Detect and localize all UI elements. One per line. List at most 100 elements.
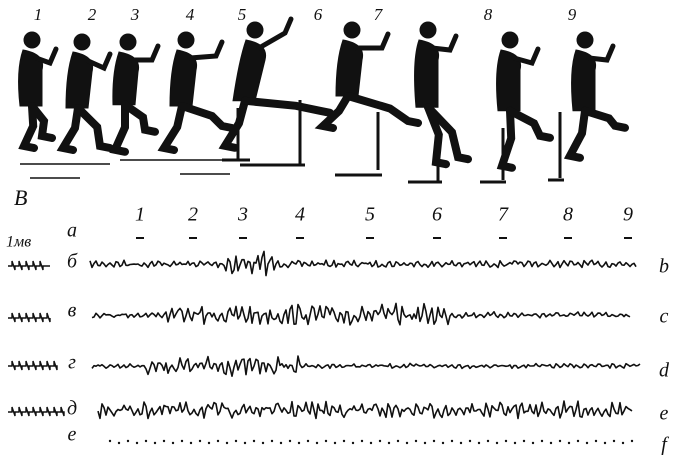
time-dot bbox=[325, 440, 327, 442]
time-dot bbox=[586, 442, 588, 444]
athlete bbox=[63, 34, 110, 150]
emg-traces bbox=[90, 251, 640, 444]
trace-number: 6 bbox=[432, 204, 442, 226]
time-dot bbox=[118, 442, 120, 444]
time-dot bbox=[451, 440, 453, 442]
time-dot bbox=[541, 440, 543, 442]
athlete-silhouettes bbox=[19, 19, 625, 168]
figure-number: 9 bbox=[568, 5, 577, 24]
trace-number: 8 bbox=[563, 204, 573, 226]
calibration bbox=[8, 313, 50, 322]
figure-number: 2 bbox=[88, 5, 97, 24]
row-label: в bbox=[68, 300, 77, 322]
time-dot bbox=[415, 440, 417, 442]
arm bbox=[36, 49, 56, 63]
athlete bbox=[19, 32, 56, 148]
athlete bbox=[570, 32, 625, 158]
time-dot bbox=[127, 440, 129, 442]
time-dot bbox=[334, 442, 336, 444]
time-dot bbox=[145, 440, 147, 442]
figure-number: 7 bbox=[374, 5, 384, 24]
figure: В 1мв 123456789123456789абвгдеbcdef bbox=[0, 0, 682, 466]
time-dot bbox=[433, 440, 435, 442]
time-dot bbox=[343, 440, 345, 442]
trace-number: 1 bbox=[135, 204, 145, 226]
time-dot bbox=[262, 442, 264, 444]
head bbox=[577, 32, 593, 48]
time-dot bbox=[361, 440, 363, 442]
time-dot bbox=[208, 442, 210, 444]
head bbox=[24, 32, 40, 48]
figure-number: 3 bbox=[130, 5, 140, 24]
arm bbox=[356, 34, 388, 48]
arm bbox=[259, 19, 291, 48]
time-dot bbox=[397, 440, 399, 442]
arm bbox=[514, 49, 538, 63]
athlete bbox=[164, 32, 232, 150]
leg bbox=[63, 108, 78, 150]
time-dot bbox=[298, 442, 300, 444]
time-dot bbox=[568, 442, 570, 444]
leg bbox=[348, 96, 418, 123]
right-label: d bbox=[659, 360, 670, 382]
right-label: f bbox=[661, 434, 669, 456]
row-label: г bbox=[68, 352, 76, 374]
time-dot bbox=[271, 440, 273, 442]
trace-number: 3 bbox=[237, 204, 248, 226]
row-label: б bbox=[67, 251, 78, 273]
right-label: c bbox=[660, 306, 669, 328]
time-dot bbox=[487, 440, 489, 442]
time-dot bbox=[370, 442, 372, 444]
time-dot bbox=[244, 442, 246, 444]
head bbox=[502, 32, 518, 48]
time-dot bbox=[460, 442, 462, 444]
time-dot bbox=[172, 442, 174, 444]
time-dot bbox=[406, 442, 408, 444]
time-dot bbox=[523, 440, 525, 442]
head bbox=[74, 34, 90, 50]
head bbox=[178, 32, 194, 48]
time-dot bbox=[604, 442, 606, 444]
time-dot bbox=[217, 440, 219, 442]
time-dot bbox=[352, 442, 354, 444]
head bbox=[247, 22, 263, 38]
time-dot bbox=[613, 440, 615, 442]
leg bbox=[245, 101, 330, 113]
right-label: e bbox=[660, 403, 669, 425]
head bbox=[344, 22, 360, 38]
time-dot bbox=[226, 442, 228, 444]
time-dot bbox=[307, 440, 309, 442]
time-dot bbox=[514, 442, 516, 444]
time-dot bbox=[532, 442, 534, 444]
time-dot bbox=[478, 442, 480, 444]
time-dot bbox=[289, 440, 291, 442]
calibration bbox=[8, 261, 50, 270]
trace-number: 2 bbox=[188, 204, 198, 226]
figure-number: 8 bbox=[484, 5, 493, 24]
trace-number: 5 bbox=[365, 204, 375, 226]
time-dot bbox=[154, 442, 156, 444]
arm bbox=[190, 42, 222, 58]
calibration bbox=[8, 407, 64, 416]
athlete bbox=[323, 22, 418, 128]
emg-trace bbox=[92, 356, 640, 376]
scale-label: 1мв bbox=[6, 234, 31, 251]
time-dot bbox=[631, 440, 633, 442]
calibration bbox=[8, 361, 57, 370]
leg bbox=[115, 105, 125, 152]
trace-number: 7 bbox=[498, 204, 509, 226]
panel-label: В bbox=[14, 185, 27, 210]
athlete bbox=[225, 19, 330, 148]
figure-number: 4 bbox=[186, 5, 195, 24]
figure-number: 1 bbox=[34, 5, 43, 24]
time-dot bbox=[442, 442, 444, 444]
leg bbox=[78, 108, 110, 148]
time-dot bbox=[199, 440, 201, 442]
leg bbox=[510, 111, 550, 138]
emg-trace bbox=[92, 303, 630, 325]
athlete bbox=[113, 34, 158, 152]
trace-number: 9 bbox=[623, 204, 633, 226]
time-dot bbox=[595, 440, 597, 442]
emg-trace bbox=[98, 401, 632, 419]
row-label: д bbox=[67, 398, 77, 420]
